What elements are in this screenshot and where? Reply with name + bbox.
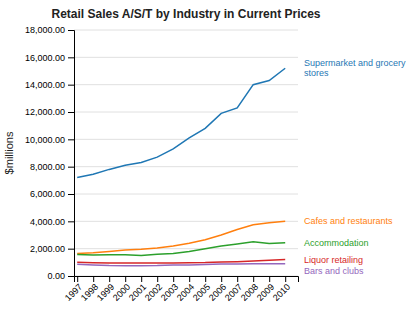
grid-line [74,194,298,195]
x-tick: 2010 [271,276,292,303]
series-label: Supermarket and grocerystores [304,58,406,78]
x-tick-label: 2006 [207,282,228,303]
y-tick-mark [68,30,74,31]
lines [77,68,285,265]
x-tick-label: 1997 [63,282,84,303]
chart-container: 1997199819992000200120022003200420052006… [0,0,416,316]
y-tick-label: 8,000.00 [30,162,65,172]
series-label: Cafes and restaurants [304,216,393,226]
x-tick-mark [221,276,222,282]
y-tick: 4,000.00 [30,217,74,227]
y-tick: 18,000.00 [25,25,74,35]
grid-line [74,30,298,31]
series-label: Liquor retailing [304,255,363,265]
grid-line [74,112,298,113]
x-tick-label: 2005 [191,282,212,303]
x-tick-mark [93,276,94,282]
chart-title: Retail Sales A/S/T by Industry in Curren… [52,7,321,21]
y-tick: 6,000.00 [30,189,74,199]
y-axis-title: $millions [3,131,15,174]
series-line [77,242,285,256]
plot-area: 1997199819992000200120022003200420052006… [25,25,406,303]
y-tick-mark [68,276,74,277]
y-tick-mark [68,112,74,113]
x-tick-label: 2001 [127,282,148,303]
y-tick-label: 10,000.00 [25,135,65,145]
y-tick: 2,000.00 [30,244,74,254]
y-tick-label: 18,000.00 [25,25,65,35]
y-axis-line [68,31,75,277]
y-tick: 12,000.00 [25,107,74,117]
x-tick-mark [237,276,238,282]
series-line [77,264,285,266]
x-tick-mark [189,276,190,282]
y-tick-label: 12,000.00 [25,107,65,117]
y-tick-label: 14,000.00 [25,80,65,90]
grid-line [74,221,298,222]
x-axis-line [75,277,299,283]
x-tick-label: 2004 [175,282,196,303]
x-tick-mark [77,276,78,282]
chart-svg: 1997199819992000200120022003200420052006… [0,0,416,316]
series-label: Accommodation [304,238,369,248]
x-tick-mark [141,276,142,282]
y-tick-mark [68,167,74,168]
y-tick-label: 16,000.00 [25,53,65,63]
x-tick-mark [109,276,110,282]
x-tick-label: 2008 [239,282,260,303]
x-tick-mark [173,276,174,282]
series-labels: Supermarket and grocerystores Cafes and r… [304,58,406,275]
grid-line [74,57,298,58]
series-line [77,260,285,263]
grid [74,30,298,276]
series-label: Bars and clubs [304,266,364,276]
y-tick-label: 0.00 [47,271,65,281]
x-tick-label: 2010 [271,282,292,303]
x-tick-label: 2003 [159,282,180,303]
y-tick: 14,000.00 [25,80,74,90]
series-line [77,68,285,177]
y-tick-label: 2,000.00 [30,244,65,254]
y-tick: 16,000.00 [25,53,74,63]
y-tick-mark [68,139,74,140]
x-tick-mark [269,276,270,282]
y-tick-label: 4,000.00 [30,217,65,227]
y-tick-mark [68,249,74,250]
grid-line [74,248,298,249]
y-tick-mark [68,221,74,222]
y-tick: 0.00 [47,271,74,281]
x-axis: 1997199819992000200120022003200420052006… [63,276,299,303]
x-tick-label: 2007 [223,282,244,303]
y-tick-mark [68,85,74,86]
y-tick: 10,000.00 [25,135,74,145]
y-axis: 0.00 2,000.00 4,000.00 6,000.00 8,000.00 10,0… [25,25,75,281]
x-tick-label: 2009 [255,282,276,303]
x-tick-mark [253,276,254,282]
y-tick-mark [68,194,74,195]
y-tick-mark [68,57,74,58]
series-line [77,221,285,253]
x-tick-label: 1999 [95,282,116,303]
x-tick-mark [125,276,126,282]
x-tick-mark [205,276,206,282]
y-tick-label: 6,000.00 [30,189,65,199]
y-tick: 8,000.00 [30,162,74,172]
grid-line [74,84,298,85]
x-tick-label: 1998 [79,282,100,303]
x-tick-label: 2000 [111,282,132,303]
grid-line [74,166,298,167]
x-tick-mark [157,276,158,282]
x-tick-label: 2002 [143,282,164,303]
x-tick-mark [285,276,286,282]
